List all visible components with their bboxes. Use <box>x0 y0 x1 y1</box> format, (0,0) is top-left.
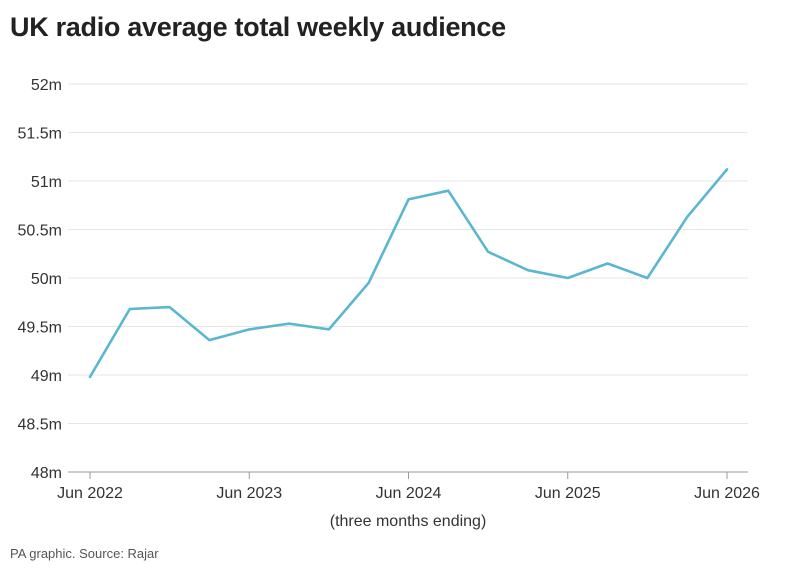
grid-lines <box>68 83 748 473</box>
y-tick-label: 50.5m <box>18 223 62 240</box>
x-tick-label: Jun 2025 <box>535 485 601 502</box>
chart-title: UK radio average total weekly audience <box>10 12 506 42</box>
series-line <box>88 168 729 379</box>
x-tick-label: Jun 2026 <box>694 485 760 502</box>
x-tick-label: Jun 2022 <box>57 485 123 502</box>
y-axis: 48m 48.5m 49m 49.5m 50m 50.5m 51m 51.5m 52m <box>18 77 62 482</box>
source-note: PA graphic. Source: Rajar <box>10 546 159 561</box>
y-tick-label: 49m <box>31 368 62 385</box>
y-tick-label: 48m <box>31 465 62 482</box>
series-group <box>88 168 729 379</box>
y-tick-label: 49.5m <box>18 320 62 337</box>
y-tick-label: 48.5m <box>18 417 62 434</box>
x-tick-label: Jun 2023 <box>216 485 282 502</box>
y-tick-label: 52m <box>31 77 62 94</box>
x-tick-label: Jun 2024 <box>376 485 442 502</box>
y-tick-label: 51.5m <box>18 126 62 143</box>
y-tick-label: 51m <box>31 174 62 191</box>
x-axis: Jun 2022 Jun 2023 Jun 2024 Jun 2025 Jun 2026 <box>57 472 760 502</box>
y-tick-label: 50m <box>31 271 62 288</box>
x-axis-title: (three months ending) <box>330 513 487 530</box>
